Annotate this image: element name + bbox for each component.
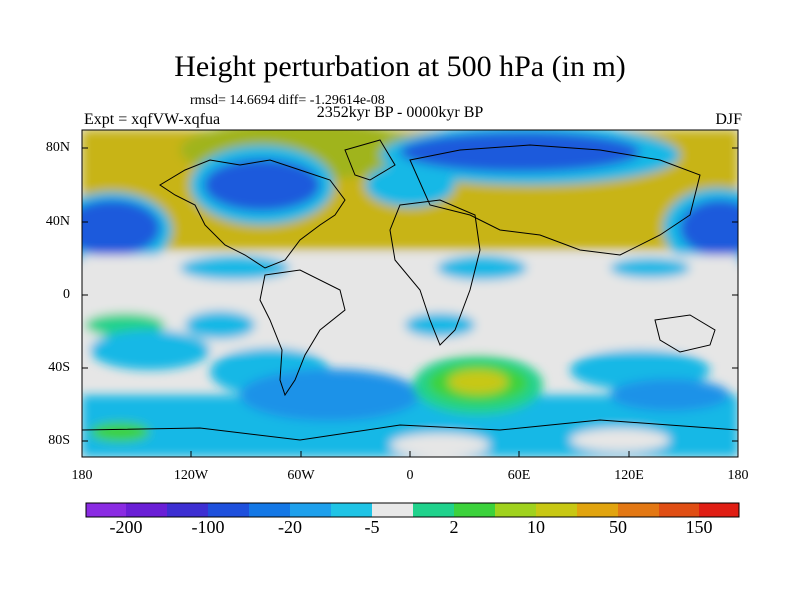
tropical-cyan-4 xyxy=(185,311,255,339)
lat-label: 40N xyxy=(45,214,70,229)
colorbar-box xyxy=(208,503,249,517)
lon-label: 0 xyxy=(406,468,414,483)
tropical-cyan-2 xyxy=(437,256,527,280)
period-label: 2352kyr BP - 0000kyr BP xyxy=(316,104,484,121)
colorbar-label: -200 xyxy=(109,517,143,537)
lat-label: 0 xyxy=(63,287,70,302)
colorbar-box xyxy=(618,503,659,517)
colorbar-box xyxy=(454,503,495,517)
antarctic-green xyxy=(90,422,150,442)
coast-north-america xyxy=(159,159,346,269)
colorbar-box xyxy=(331,503,372,517)
eurasia-low-inner xyxy=(400,132,640,172)
s-atlantic-low xyxy=(240,369,420,421)
axis-ticks xyxy=(82,147,738,457)
lon-label: 120W xyxy=(173,468,209,483)
colorbar-label: 150 xyxy=(685,517,713,537)
sa-high-core xyxy=(448,370,508,394)
lon-label: 120E xyxy=(614,468,644,483)
experiment-label: Expt = xqfVW-xqfua xyxy=(84,111,221,128)
tropical-cyan-3 xyxy=(610,258,690,278)
lon-label: 180 xyxy=(727,468,749,483)
map-title: Height perturbation at 500 hPa (in m) xyxy=(174,50,626,83)
lon-label: 180 xyxy=(71,468,93,483)
colorbar xyxy=(85,502,740,518)
colorbar-label: 2 xyxy=(449,517,459,537)
colorbar-box xyxy=(536,503,577,517)
coast-antarctica xyxy=(82,419,738,441)
colorbar-box xyxy=(126,503,167,517)
tropical-cyan-1 xyxy=(180,256,290,280)
coast-greenland xyxy=(344,139,396,181)
colorbar-box xyxy=(290,503,331,517)
tropical-cyan-5 xyxy=(405,313,475,337)
s-indian-low xyxy=(610,379,730,411)
field-layer xyxy=(82,130,738,457)
na-low-inner xyxy=(204,159,320,211)
colorbar-label: -100 xyxy=(191,517,225,537)
colorbar-box xyxy=(167,503,208,517)
colorbar-label: -5 xyxy=(364,517,380,537)
coastlines xyxy=(82,139,738,441)
coast-south-america xyxy=(259,269,346,397)
colorbar-box xyxy=(699,503,739,517)
colorbar-label: 10 xyxy=(527,517,545,537)
coast-eurasia xyxy=(409,144,701,256)
lat-label: 80N xyxy=(45,140,70,155)
colorbar-frame xyxy=(85,502,740,518)
colorbar-box xyxy=(495,503,536,517)
antarctic-neutral xyxy=(390,433,490,457)
colorbar-label: -20 xyxy=(278,517,302,537)
colorbar-label: 50 xyxy=(609,517,627,537)
colorbar-box xyxy=(413,503,454,517)
europe-low xyxy=(365,163,455,207)
se-pacific-cyan xyxy=(90,330,210,370)
lat-label: 80S xyxy=(48,433,70,448)
lon-label: 60W xyxy=(287,468,315,483)
colorbar-box xyxy=(372,503,413,517)
lon-label: 60E xyxy=(507,468,531,483)
colorbar-box xyxy=(659,503,699,517)
colorbar-box xyxy=(577,503,618,517)
coast-africa xyxy=(389,199,481,346)
antarctic-neutral-2 xyxy=(570,428,670,452)
colorbar-box xyxy=(86,503,126,517)
coast-australia xyxy=(654,314,716,353)
colorbar-box xyxy=(249,503,290,517)
season-label: DJF xyxy=(715,111,742,128)
rmsd-stats: rmsd= 14.6694 diff= -1.29614e-08 xyxy=(190,93,385,108)
pacific-low-inner xyxy=(82,200,160,256)
west-pacific-low-inner xyxy=(680,200,738,256)
lat-label: 40S xyxy=(48,360,70,375)
